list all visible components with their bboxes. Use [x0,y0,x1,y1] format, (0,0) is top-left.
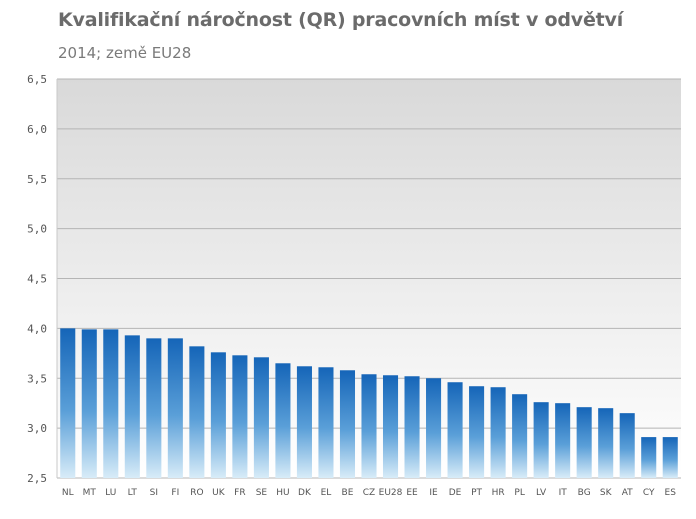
x-tick-label: CZ [363,488,375,498]
bar-es [662,437,678,478]
y-tick-label: 6,5 [27,73,47,86]
bar-ee [404,376,420,478]
bar-sk [598,408,614,478]
x-tick-label: IE [429,488,438,498]
bar-se [253,357,269,478]
bar-eu28 [382,375,399,478]
bar-pl [512,394,528,478]
x-tick-label: ES [665,488,677,498]
y-tick-label: 2,5 [27,472,47,485]
bar-be [339,370,356,478]
bar-bg [576,407,592,478]
bar-dk [296,366,312,478]
x-tick-label: MT [83,488,97,498]
bar-uk [210,352,226,478]
x-tick-label: SK [600,488,613,498]
bar-de [447,382,463,478]
x-tick-label: UK [212,488,226,498]
x-tick-label: LU [105,488,116,498]
y-tick-label: 6,0 [27,123,47,136]
y-tick-label: 5,5 [27,173,47,186]
bar-ro [189,346,205,478]
y-tick-label: 5,0 [27,223,47,236]
bar-at [619,413,635,478]
x-tick-label: SI [150,488,158,498]
bar-ie [426,378,442,478]
bar-el [318,367,334,478]
x-tick-label: FI [171,488,179,498]
bar-fr [232,355,248,478]
x-tick-label: IT [559,488,568,498]
bar-lv [533,402,549,478]
bar-cz [361,374,377,478]
y-tick-label: 4,5 [27,273,47,286]
x-tick-label: NL [62,488,74,498]
x-tick-label: FR [234,488,245,498]
bar-pt [469,386,485,478]
x-tick-label: RO [190,488,203,498]
x-tick-label: AT [622,488,633,498]
x-tick-label: CY [643,488,655,498]
bar-nl [60,328,76,478]
bar-lu [103,329,119,478]
x-tick-label: LV [536,488,547,498]
x-tick-label: SE [256,488,268,498]
x-tick-label: PL [514,488,524,498]
bar-cy [641,437,657,478]
y-tick-label: 4,0 [27,322,47,335]
x-tick-label: HU [276,488,289,498]
x-tick-label: DE [449,488,462,498]
x-tick-label: EL [321,488,332,498]
bar-fi [167,338,183,478]
chart-title: Kvalifikační náročnost (QR) pracovních m… [58,9,624,31]
bar-hr [490,387,506,478]
bar-mt [81,329,97,478]
x-tick-label: EU28 [379,488,403,498]
x-tick-label: HR [492,488,505,498]
bar-si [146,338,162,478]
x-tick-label: PT [471,488,482,498]
x-tick-label: BE [342,488,354,498]
y-tick-label: 3,0 [27,422,47,435]
bar-lt [124,335,140,478]
y-tick-label: 3,5 [27,372,47,385]
x-tick-label: EE [406,488,418,498]
x-tick-label: BG [578,488,591,498]
bar-hu [275,363,291,478]
bar-it [555,403,571,478]
x-tick-label: DK [298,488,312,498]
x-tick-label: LT [128,488,138,498]
chart-subtitle: 2014; země EU28 [58,44,192,62]
